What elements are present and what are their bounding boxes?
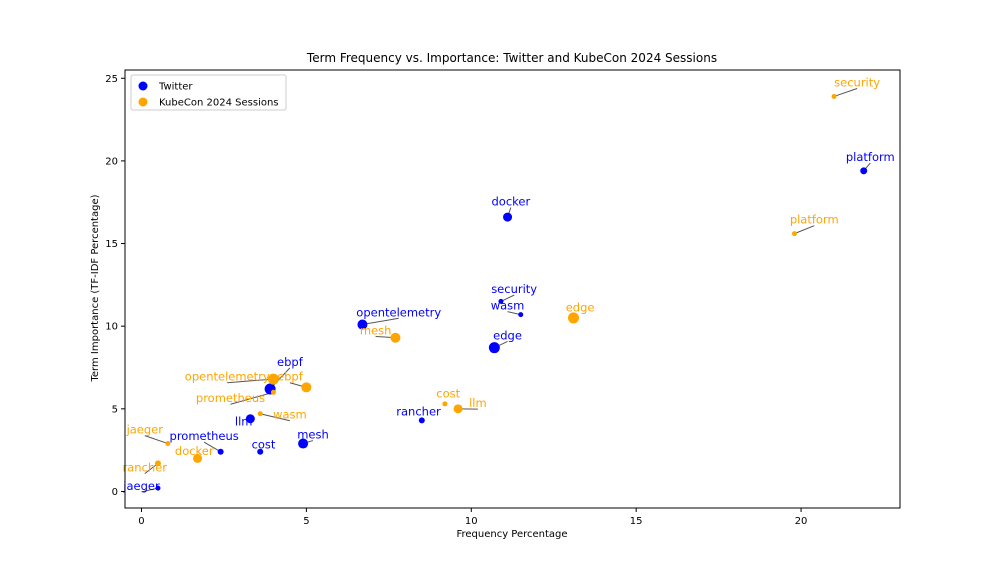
point-label: wasm [491, 299, 525, 313]
point-label: wasm [273, 408, 307, 422]
data-point [245, 414, 255, 424]
point-label: security [491, 282, 537, 296]
y-tick-label: 25 [105, 74, 118, 85]
leader-line [362, 317, 399, 326]
leader-line [260, 413, 291, 422]
data-point [165, 441, 171, 447]
data-point [298, 438, 309, 449]
point-label: docker [491, 195, 530, 209]
x-tick-label: 15 [630, 516, 643, 527]
leader-line [833, 88, 858, 97]
data-point [791, 231, 797, 237]
leader-line [144, 435, 169, 445]
y-axis-label: Term Importance (TF-IDF Percentage) [90, 194, 101, 382]
point-label: mesh [297, 428, 329, 442]
x-tick-label: 20 [795, 516, 808, 527]
data-point [518, 312, 524, 318]
x-tick-label: 5 [303, 516, 309, 527]
leader-line [227, 378, 274, 384]
data-point [155, 485, 161, 491]
legend-marker [138, 81, 148, 91]
point-label: rancher [396, 404, 441, 418]
data-point [257, 411, 263, 417]
data-point [357, 319, 368, 330]
data-point [154, 460, 161, 467]
point-label: edge [493, 328, 522, 342]
point-label: docker [175, 444, 214, 458]
point-label: security [834, 76, 880, 90]
data-point [488, 342, 500, 354]
plot-area: platform docker security wasm opentelemetry e… [122, 76, 894, 493]
legend-box [130, 74, 287, 111]
data-point [193, 453, 203, 463]
data-point [257, 448, 264, 455]
point-label: llm [235, 414, 253, 428]
data-point [503, 212, 513, 222]
data-point [453, 404, 463, 414]
y-tick-label: 10 [105, 322, 118, 333]
y-tick-label: 5 [112, 404, 118, 415]
point-label: rancher [123, 461, 168, 475]
data-point [418, 417, 425, 424]
leader-line [794, 225, 815, 235]
point-label: prometheus [196, 391, 265, 405]
point-label: prometheus [170, 429, 239, 443]
leader-line [203, 441, 221, 453]
point-label: ebpf [277, 370, 304, 384]
data-point [270, 389, 276, 395]
data-point [217, 448, 224, 455]
point-label: ebpf [277, 355, 304, 369]
data-point [568, 312, 580, 324]
point-label: llm [469, 396, 487, 410]
leader-line [141, 487, 159, 493]
point-label: cost [436, 386, 460, 400]
point-label: cost [252, 437, 276, 451]
legend: Twitter KubeCon 2024 Sessions [130, 74, 287, 111]
legend-entry: KubeCon 2024 Sessions [159, 98, 279, 109]
data-point [390, 332, 401, 343]
y-tick-label: 20 [105, 156, 118, 167]
point-label: jaeger [122, 479, 160, 493]
leader-line [230, 391, 274, 405]
point-label: opentelemetry [356, 305, 441, 319]
data-point [267, 373, 279, 385]
point-label: jaeger [126, 423, 164, 437]
x-axis-label: Frequency Percentage [456, 529, 567, 540]
point-label: mesh [360, 323, 392, 337]
point-label: platform [846, 150, 895, 164]
legend-entry: Twitter [158, 82, 193, 93]
y-tick-label: 15 [105, 239, 118, 250]
x-tick-label: 10 [465, 516, 478, 527]
point-label: platform [790, 213, 839, 227]
point-label: edge [566, 300, 595, 314]
y-tick-label: 0 [112, 487, 118, 498]
data-point [442, 401, 448, 407]
data-point [860, 167, 868, 175]
legend-marker [138, 97, 148, 107]
point-label: opentelemetry [185, 370, 270, 384]
axes-frame [124, 69, 901, 509]
axes: 0 5 10 15 20 0 5 10 15 20 25 [105, 69, 901, 527]
data-point [831, 93, 837, 99]
x-tick-label: 0 [138, 516, 144, 527]
chart-title: Term Frequency vs. Importance: Twitter a… [306, 51, 717, 65]
data-point [498, 298, 504, 304]
data-point [301, 382, 312, 393]
